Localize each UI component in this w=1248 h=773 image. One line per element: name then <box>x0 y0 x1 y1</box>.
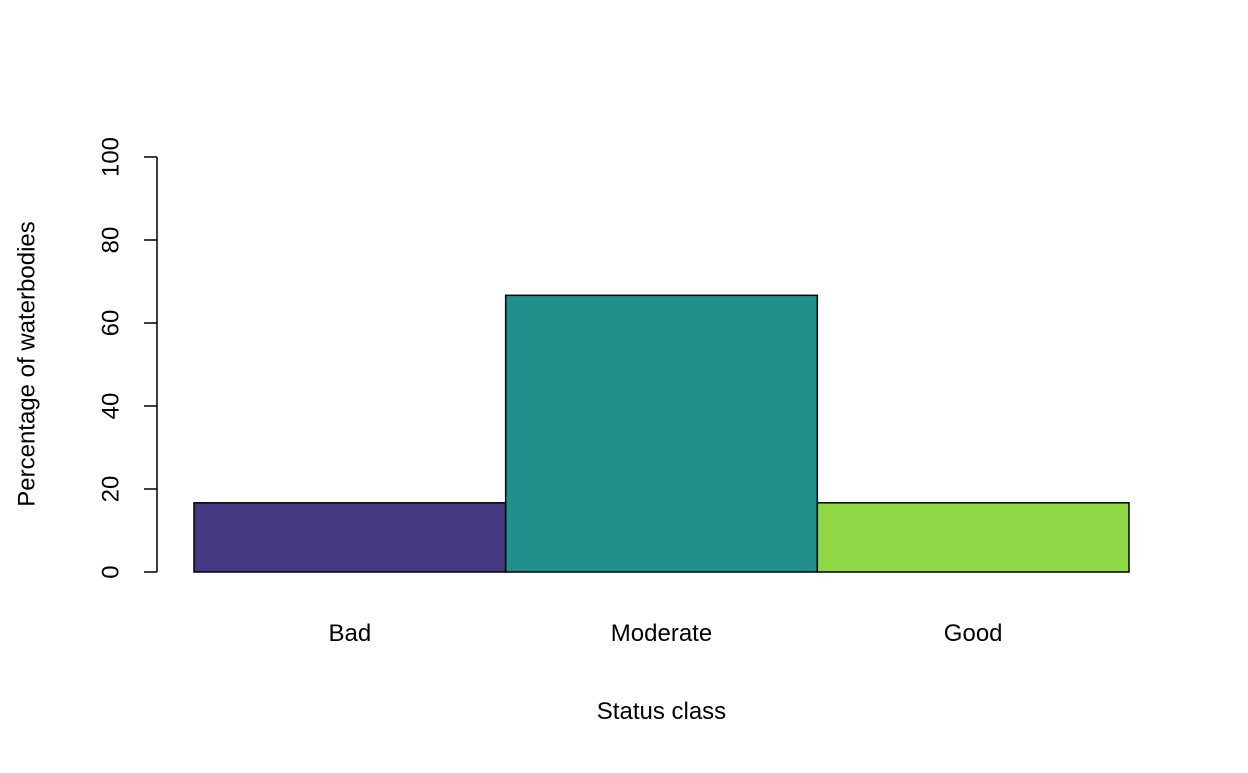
y-tick-label: 40 <box>98 393 125 420</box>
x-axis-category-labels: Bad Moderate Good <box>328 620 1002 647</box>
y-tick-label: 100 <box>98 137 125 177</box>
x-category-label: Moderate <box>611 620 712 647</box>
y-tick-label: 20 <box>98 476 125 503</box>
y-tick-label: 60 <box>98 310 125 337</box>
y-tick-label: 0 <box>98 565 125 578</box>
y-tick-label: 80 <box>98 227 125 254</box>
bar-good <box>816 502 1130 573</box>
x-category-label: Bad <box>328 620 371 647</box>
bar-bad <box>193 502 507 573</box>
bar-moderate <box>504 294 819 573</box>
x-category-label: Good <box>944 620 1003 647</box>
y-axis: 0 20 40 60 80 100 <box>98 137 158 579</box>
x-axis-title: Status class <box>597 698 726 725</box>
y-axis-title: Percentage of waterbodies <box>14 221 41 507</box>
bars-layer <box>193 294 1130 573</box>
